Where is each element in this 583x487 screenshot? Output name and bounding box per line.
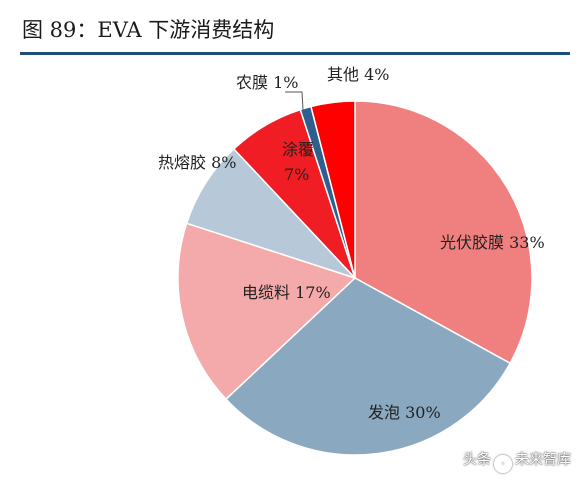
pie-slice-7 [310, 100, 356, 279]
pie-slice-1 [354, 100, 533, 365]
slice-label-6: 农膜 1% [236, 73, 298, 92]
slice-label-2: 发泡 30% [368, 403, 441, 422]
chart-title: 图 89：EVA 下游消费结构 [22, 18, 275, 42]
pie-slice-3 [177, 222, 357, 401]
pie-slice-4 [185, 147, 356, 279]
logo-icon: · [494, 455, 512, 473]
slice-label-4: 热熔胶 8% [158, 153, 236, 172]
watermark-prefix: 头条 [463, 452, 491, 468]
slice-label-5: 涂覆 [282, 140, 314, 159]
slice-label-7: 其他 4% [327, 65, 389, 84]
leader-line [285, 91, 304, 111]
slice-label-3: 电缆料 17% [242, 283, 331, 302]
watermark: 头条 · 未来智库 [463, 449, 571, 473]
watermark-handle: 未来智库 [515, 452, 571, 468]
slice-label-5: 7% [284, 165, 309, 184]
pie-slice-2 [224, 277, 512, 456]
slice-label-1: 光伏胶膜 33% [440, 233, 545, 252]
title-underline [20, 52, 570, 55]
